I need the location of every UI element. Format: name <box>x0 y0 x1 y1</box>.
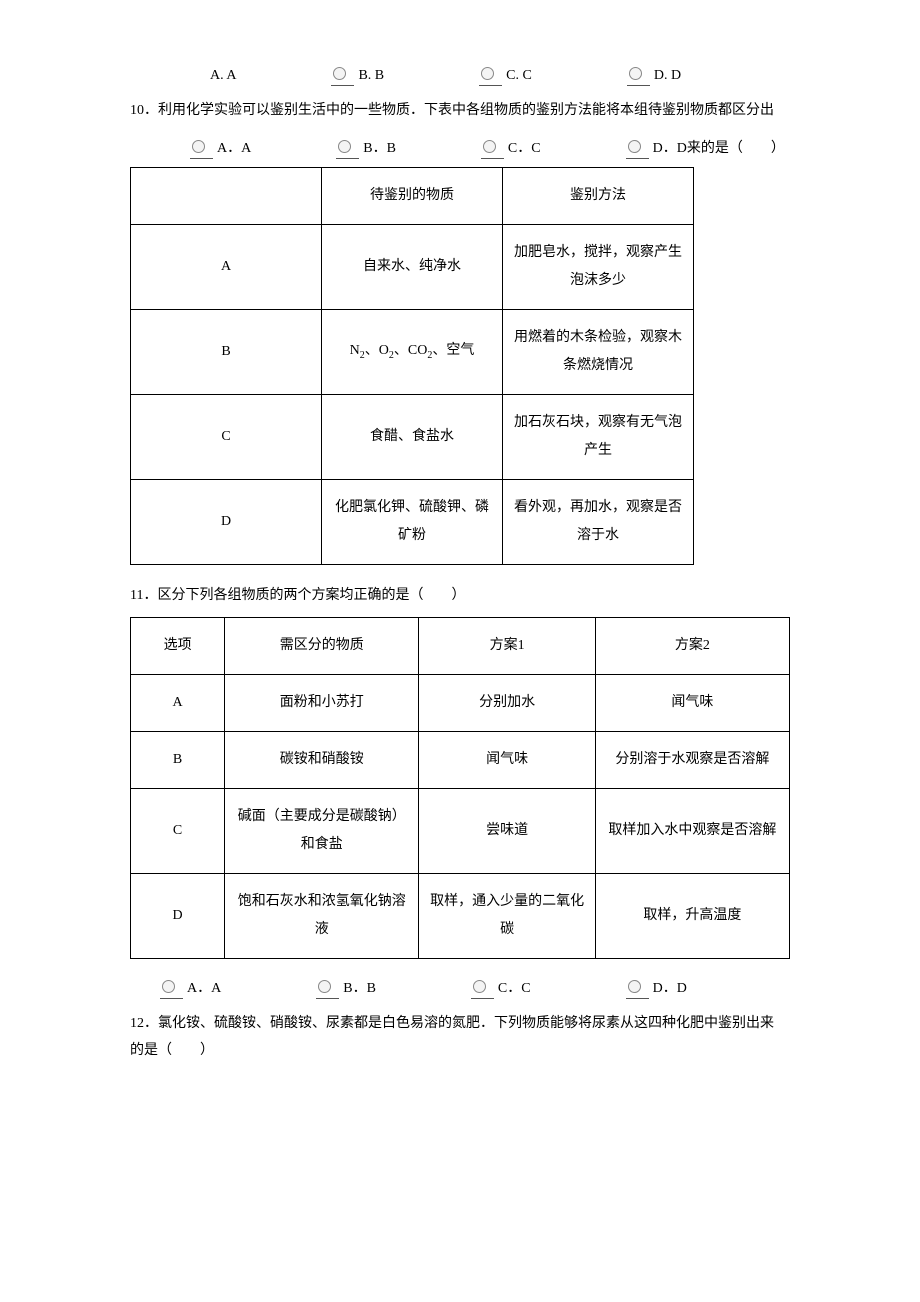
radio-icon <box>626 979 649 999</box>
table-cell: B <box>131 309 322 394</box>
table-cell: 加肥皂水，搅拌，观察产生泡沫多少 <box>503 224 694 309</box>
option-label: D．D <box>653 977 687 997</box>
table-cell: 化肥氯化钾、硫酸钾、磷矿粉 <box>322 479 503 564</box>
option-label: B．B <box>343 977 376 997</box>
option-label: B．B <box>363 137 396 157</box>
radio-icon <box>160 979 183 999</box>
radio-icon <box>336 139 359 159</box>
q11-option-c[interactable]: C．C <box>471 977 531 999</box>
q10-stem: 10．利用化学实验可以鉴别生活中的一些物质．下表中各组物质的鉴别方法能将本组待鉴… <box>130 98 790 125</box>
radio-icon <box>331 66 354 86</box>
table-cell: N2、O2、CO2、空气 <box>322 309 503 394</box>
table-cell: 尝味道 <box>419 789 595 874</box>
option-label: A．A <box>187 977 221 997</box>
option-label: A．A <box>217 137 251 157</box>
table-row: B N2、O2、CO2、空气 用燃着的木条检验，观察木条燃烧情况 <box>131 309 694 394</box>
table-header-cell: 鉴别方法 <box>503 167 694 224</box>
table-cell: 碱面（主要成分是碳酸钠）和食盐 <box>225 789 419 874</box>
q11-option-d[interactable]: D．D <box>626 977 687 999</box>
q10-stem-tail: 来的是（ ） <box>687 137 785 157</box>
table-cell: 取样，通入少量的二氧化碳 <box>419 874 595 959</box>
radio-icon <box>190 139 213 159</box>
q10-option-d[interactable]: D．D <box>626 137 687 159</box>
q9-option-c[interactable]: C. C <box>479 66 532 86</box>
table-cell: 取样加入水中观察是否溶解 <box>595 789 789 874</box>
radio-icon <box>316 979 339 999</box>
table-cell: 食醋、食盐水 <box>322 394 503 479</box>
table-cell: A <box>131 675 225 732</box>
table-cell: D <box>131 479 322 564</box>
q11-stem: 11．区分下列各组物质的两个方案均正确的是（ ） <box>130 583 790 610</box>
table-row: B 碳铵和硝酸铵 闻气味 分别溶于水观察是否溶解 <box>131 732 790 789</box>
q11-table: 选项 需区分的物质 方案1 方案2 A 面粉和小苏打 分别加水 闻气味 B 碳铵… <box>130 617 790 959</box>
option-label: A. A <box>210 68 236 84</box>
table-header-cell: 需区分的物质 <box>225 618 419 675</box>
table-row: A 自来水、纯净水 加肥皂水，搅拌，观察产生泡沫多少 <box>131 224 694 309</box>
table-cell: 分别溶于水观察是否溶解 <box>595 732 789 789</box>
table-header-row: 待鉴别的物质 鉴别方法 <box>131 167 694 224</box>
table-cell: 看外观，再加水，观察是否溶于水 <box>503 479 694 564</box>
q9-option-b[interactable]: B. B <box>331 66 384 86</box>
q9-option-a[interactable]: A. A <box>210 68 236 84</box>
table-cell: 分别加水 <box>419 675 595 732</box>
table-cell: 饱和石灰水和浓氢氧化钠溶液 <box>225 874 419 959</box>
q10-option-c[interactable]: C．C <box>481 137 541 159</box>
table-cell: C <box>131 394 322 479</box>
q10-table: 待鉴别的物质 鉴别方法 A 自来水、纯净水 加肥皂水，搅拌，观察产生泡沫多少 B… <box>130 167 694 565</box>
option-label: D. D <box>654 68 681 84</box>
table-header-row: 选项 需区分的物质 方案1 方案2 <box>131 618 790 675</box>
table-cell: 闻气味 <box>419 732 595 789</box>
q11-option-a[interactable]: A．A <box>160 977 221 999</box>
option-label: D．D <box>653 137 687 157</box>
radio-icon <box>479 66 502 86</box>
radio-icon <box>481 139 504 159</box>
table-cell: 用燃着的木条检验，观察木条燃烧情况 <box>503 309 694 394</box>
q10-stem-line1: 10．利用化学实验可以鉴别生活中的一些物质．下表中各组物质的鉴别方法能将本组待鉴… <box>130 103 774 118</box>
q9-options-row: A. A B. B C. C D. D <box>210 66 790 86</box>
table-cell: 碳铵和硝酸铵 <box>225 732 419 789</box>
radio-icon <box>626 139 649 159</box>
radio-icon <box>627 66 650 86</box>
option-label: C．C <box>498 977 531 997</box>
option-label: C．C <box>508 137 541 157</box>
table-cell: A <box>131 224 322 309</box>
table-row: D 化肥氯化钾、硫酸钾、磷矿粉 看外观，再加水，观察是否溶于水 <box>131 479 694 564</box>
table-cell: B <box>131 732 225 789</box>
table-row: C 食醋、食盐水 加石灰石块，观察有无气泡产生 <box>131 394 694 479</box>
q11-options-row: A．A B．B C．C D．D <box>160 977 790 999</box>
radio-icon <box>471 979 494 999</box>
table-header-cell: 待鉴别的物质 <box>322 167 503 224</box>
q10-option-a[interactable]: A．A <box>190 137 251 159</box>
table-header-cell: 选项 <box>131 618 225 675</box>
q10-options-row: 来的是（ ） A．A B．B C．C D．D <box>130 133 790 159</box>
table-cell: 加石灰石块，观察有无气泡产生 <box>503 394 694 479</box>
table-row: C 碱面（主要成分是碳酸钠）和食盐 尝味道 取样加入水中观察是否溶解 <box>131 789 790 874</box>
table-cell: 闻气味 <box>595 675 789 732</box>
table-cell: 取样，升高温度 <box>595 874 789 959</box>
table-cell: C <box>131 789 225 874</box>
table-row: A 面粉和小苏打 分别加水 闻气味 <box>131 675 790 732</box>
table-row: D 饱和石灰水和浓氢氧化钠溶液 取样，通入少量的二氧化碳 取样，升高温度 <box>131 874 790 959</box>
q10-option-b[interactable]: B．B <box>336 137 396 159</box>
table-cell: D <box>131 874 225 959</box>
table-header-cell <box>131 167 322 224</box>
q12-stem: 12．氯化铵、硫酸铵、硝酸铵、尿素都是白色易溶的氮肥．下列物质能够将尿素从这四种… <box>130 1011 790 1064</box>
q9-option-d[interactable]: D. D <box>627 66 681 86</box>
q11-option-b[interactable]: B．B <box>316 977 376 999</box>
table-header-cell: 方案1 <box>419 618 595 675</box>
table-header-cell: 方案2 <box>595 618 789 675</box>
table-cell: 自来水、纯净水 <box>322 224 503 309</box>
option-label: B. B <box>358 68 384 84</box>
table-cell: 面粉和小苏打 <box>225 675 419 732</box>
option-label: C. C <box>506 68 532 84</box>
